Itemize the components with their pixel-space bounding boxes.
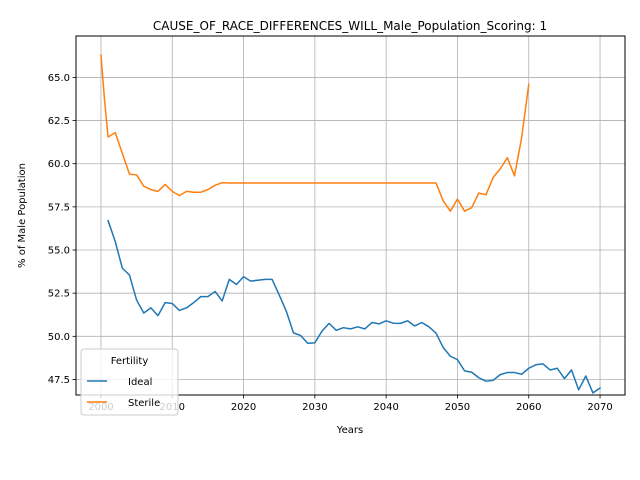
legend-label-ideal: Ideal bbox=[128, 377, 152, 388]
x-tick-label: 2040 bbox=[373, 402, 398, 413]
y-tick-label: 52.5 bbox=[48, 289, 70, 300]
series-line-sterile bbox=[100, 54, 530, 212]
x-tick-label: 2020 bbox=[231, 402, 256, 413]
x-tick-label: 2060 bbox=[516, 402, 541, 413]
series-line-ideal bbox=[107, 219, 602, 394]
y-axis-ticks: 47.5 50.0 52.5 55.0 57.5 60.0 62.5 65.0 bbox=[48, 73, 76, 386]
chart-title: CAUSE_OF_RACE_DIFFERENCES_WILL_Male_Popu… bbox=[153, 19, 547, 33]
y-axis-label: % of Male Population bbox=[17, 163, 28, 268]
legend-box bbox=[80, 348, 179, 416]
y-tick-label: 57.5 bbox=[48, 202, 70, 213]
y-tick-label: 55.0 bbox=[48, 246, 70, 257]
legend: Fertility Ideal Sterile bbox=[80, 348, 179, 416]
y-tick-label: 60.0 bbox=[48, 159, 70, 170]
legend-title: Fertility bbox=[111, 356, 149, 367]
x-tick-label: 2050 bbox=[445, 402, 470, 413]
x-axis-label: Years bbox=[336, 425, 363, 436]
x-tick-label: 2070 bbox=[587, 402, 612, 413]
y-tick-label: 65.0 bbox=[48, 73, 70, 84]
y-tick-label: 62.5 bbox=[48, 116, 70, 127]
y-tick-label: 47.5 bbox=[48, 375, 70, 386]
plot-frame bbox=[75, 35, 626, 396]
y-tick-label: 50.0 bbox=[48, 332, 70, 343]
plot-lines bbox=[100, 54, 602, 394]
legend-label-sterile: Sterile bbox=[128, 398, 160, 409]
x-tick-label: 2030 bbox=[302, 402, 327, 413]
